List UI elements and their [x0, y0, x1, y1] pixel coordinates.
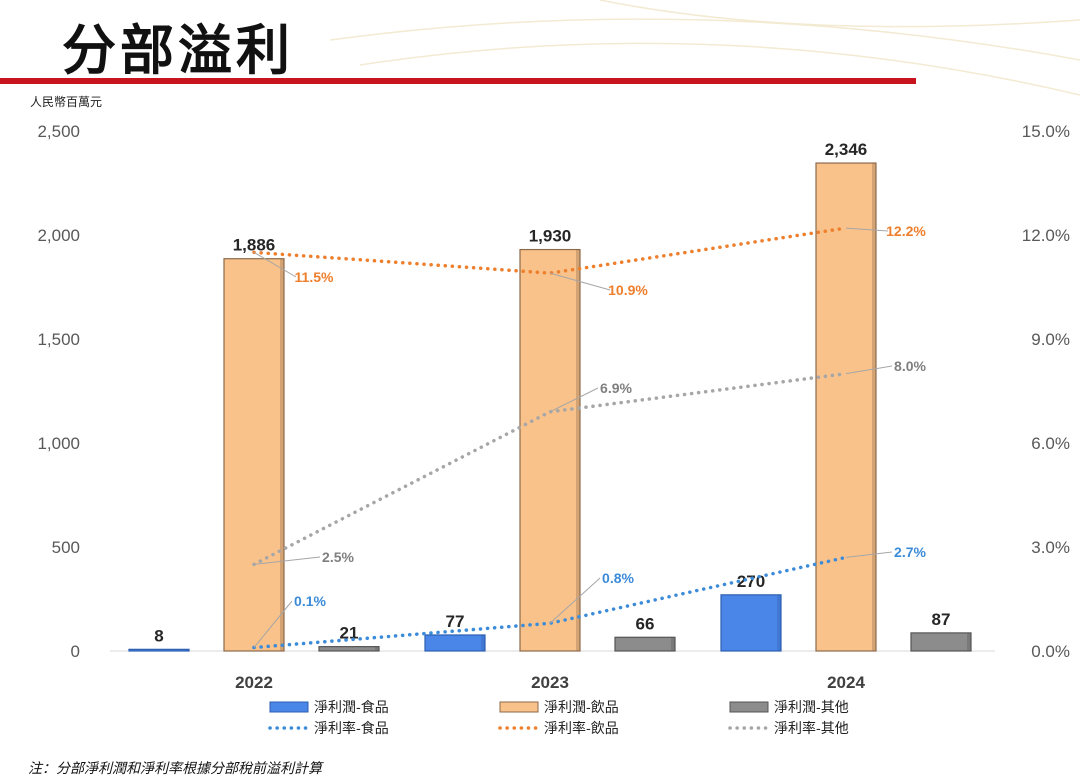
bar [128, 648, 190, 652]
bar-side-shade [280, 258, 284, 651]
margin-value-label: 8.0% [894, 358, 926, 374]
legend-swatch [499, 701, 539, 713]
label-leader-line [845, 365, 893, 375]
label-leader-line [549, 387, 599, 413]
legend-swatch [269, 701, 309, 713]
y-right-tick-label: 0.0% [1031, 642, 1070, 661]
label-leader-line [845, 551, 893, 558]
bar [614, 636, 676, 652]
page-title: 分部溢利 [62, 18, 294, 82]
segment-profit-chart: 0 500 1,000 1,500 2,000 2,500 0.0% 3.0% 6.0% 9.0%… [37, 122, 1070, 737]
x-category-label: 2024 [827, 673, 865, 692]
x-category-label: 2022 [235, 673, 273, 692]
margin-value-label: 6.9% [600, 380, 632, 396]
bar-side-shade [671, 637, 675, 651]
bar-side-shade [967, 632, 971, 651]
y-right-tick-label: 6.0% [1031, 434, 1070, 453]
label-leader-line [549, 272, 611, 291]
decorative-curves [329, 0, 1080, 96]
margin-value-label: 12.2% [886, 223, 926, 239]
margin-value-label: 0.1% [294, 593, 326, 609]
bar [223, 258, 285, 652]
label-leader-line [845, 227, 889, 232]
bar [318, 646, 380, 652]
bar-side-shade [576, 249, 580, 651]
y-right-tick-label: 9.0% [1031, 330, 1070, 349]
bar-value-label: 2,346 [825, 140, 868, 159]
legend-swatch [729, 701, 769, 713]
bar [424, 634, 486, 652]
title-underline-bar [0, 78, 916, 84]
bar-side-shade [375, 646, 379, 651]
legend-label: 淨利率-其他 [774, 720, 849, 737]
label-leader-line [253, 556, 321, 565]
bar-value-label: 87 [932, 610, 951, 629]
legend-label: 淨利率-飲品 [544, 720, 619, 737]
label-leader-line [549, 577, 601, 624]
margin-value-label: 10.9% [608, 282, 648, 298]
bar-side-shade [481, 634, 485, 651]
margin-value-label: 11.5% [295, 269, 334, 285]
y-left-tick-label: 1,000 [37, 434, 80, 453]
margin-value-label: 0.8% [602, 570, 634, 586]
y-left-tick-label: 2,000 [37, 226, 80, 245]
legend-label: 淨利潤-其他 [774, 700, 849, 716]
bar [910, 632, 972, 652]
y-right-tick-label: 3.0% [1031, 538, 1070, 557]
x-category-label: 2023 [531, 673, 569, 692]
legend-label: 淨利潤-食品 [314, 699, 389, 716]
bar-value-label: 1,886 [233, 236, 276, 255]
bar-side-shade [777, 594, 781, 651]
bar-value-label: 8 [154, 626, 163, 645]
y-left-tick-label: 0 [71, 642, 80, 661]
bar-value-label: 66 [636, 614, 655, 633]
legend-label: 淨利潤-飲品 [544, 700, 619, 716]
unit-label: 人民幣百萬元 [30, 95, 103, 109]
margin-value-label: 2.7% [894, 544, 926, 560]
y-left-tick-label: 1,500 [37, 330, 80, 349]
legend-label: 淨利率-食品 [314, 720, 389, 737]
bar [519, 248, 581, 652]
y-right-tick-label: 12.0% [1022, 226, 1070, 245]
margin-value-label: 2.5% [322, 549, 354, 565]
bar [815, 162, 877, 652]
bar-side-shade [872, 163, 876, 652]
bar-value-label: 21 [340, 624, 359, 643]
bar-value-label: 270 [737, 572, 765, 591]
bar-value-label: 1,930 [529, 227, 572, 246]
bar-value-label: 77 [446, 612, 465, 631]
label-leader-line [253, 251, 297, 278]
y-left-tick-label: 500 [52, 538, 80, 557]
bar-side-shade [185, 649, 189, 651]
y-left-tick-label: 2,500 [37, 122, 80, 141]
y-right-tick-label: 15.0% [1022, 122, 1070, 141]
footnote: 注：分部淨利潤和淨利率根據分部稅前溢利計算 [28, 761, 322, 777]
label-leader-line [253, 600, 293, 648]
bar [720, 594, 782, 652]
